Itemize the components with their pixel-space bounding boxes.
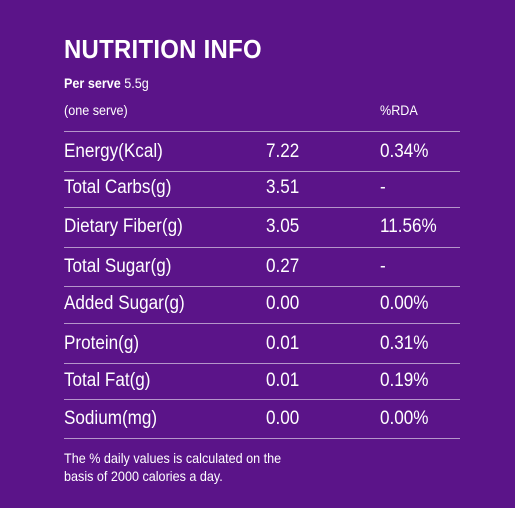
nutrient-rda: 0.00%	[380, 408, 429, 429]
nutrient-name: Energy(Kcal)	[64, 141, 163, 162]
serving-size: Per serve 5.5g	[64, 74, 149, 92]
nutrient-rda: 0.00%	[380, 293, 429, 314]
nutrient-row-total-fat: Total Fat(g) 0.01 0.19%	[64, 366, 460, 396]
nutrient-row-sodium: Sodium(mg) 0.00 0.00%	[64, 404, 460, 434]
nutrient-rda: 0.19%	[380, 370, 429, 391]
nutrient-row-protein: Protein(g) 0.01 0.31%	[64, 329, 460, 359]
serving-value: 5.5g	[124, 75, 149, 91]
nutrient-name: Dietary Fiber(g)	[64, 216, 183, 237]
rda-column-header: %RDA	[380, 102, 418, 118]
serving-label: Per serve	[64, 75, 121, 91]
rda-footnote: The % daily values is calculated on the …	[64, 450, 282, 484]
nutrient-value: 3.51	[266, 177, 300, 198]
nutrient-row-dietary-fiber: Dietary Fiber(g) 3.05 11.56%	[64, 212, 460, 242]
nutrient-row-added-sugar: Added Sugar(g) 0.00 0.00%	[64, 289, 460, 319]
divider	[64, 323, 460, 324]
nutrient-value: 3.05	[266, 216, 300, 237]
nutrient-name: Total Carbs(g)	[64, 177, 172, 198]
nutrient-name: Total Fat(g)	[64, 370, 151, 391]
divider	[64, 171, 460, 172]
nutrient-row-total-carbs: Total Carbs(g) 3.51 -	[64, 173, 460, 203]
nutrient-row-total-sugar: Total Sugar(g) 0.27 -	[64, 252, 460, 282]
nutrient-name: Total Sugar(g)	[64, 256, 172, 277]
divider	[64, 399, 460, 400]
nutrient-value: 0.01	[266, 333, 300, 354]
nutrient-value: 0.27	[266, 256, 300, 277]
nutrient-name: Sodium(mg)	[64, 408, 158, 429]
nutrient-rda: 0.31%	[380, 333, 429, 354]
divider	[64, 131, 460, 132]
nutrient-name: Added Sugar(g)	[64, 293, 185, 314]
nutrient-value: 0.00	[266, 293, 300, 314]
divider	[64, 247, 460, 248]
divider	[64, 438, 460, 439]
nutrient-rda: -	[380, 177, 386, 198]
panel-title: NUTRITION INFO	[64, 34, 262, 64]
nutrient-rda: 11.56%	[380, 216, 437, 237]
divider	[64, 207, 460, 208]
nutrient-name: Protein(g)	[64, 333, 140, 354]
nutrient-rda: 0.34%	[380, 141, 429, 162]
serving-note: (one serve)	[64, 102, 128, 118]
nutrient-row-energy: Energy(Kcal) 7.22 0.34%	[64, 137, 460, 167]
nutrient-rda: -	[380, 256, 386, 277]
divider	[64, 363, 460, 364]
nutrient-value: 7.22	[266, 141, 300, 162]
divider	[64, 286, 460, 287]
nutrient-value: 0.01	[266, 370, 300, 391]
nutrient-value: 0.00	[266, 408, 300, 429]
